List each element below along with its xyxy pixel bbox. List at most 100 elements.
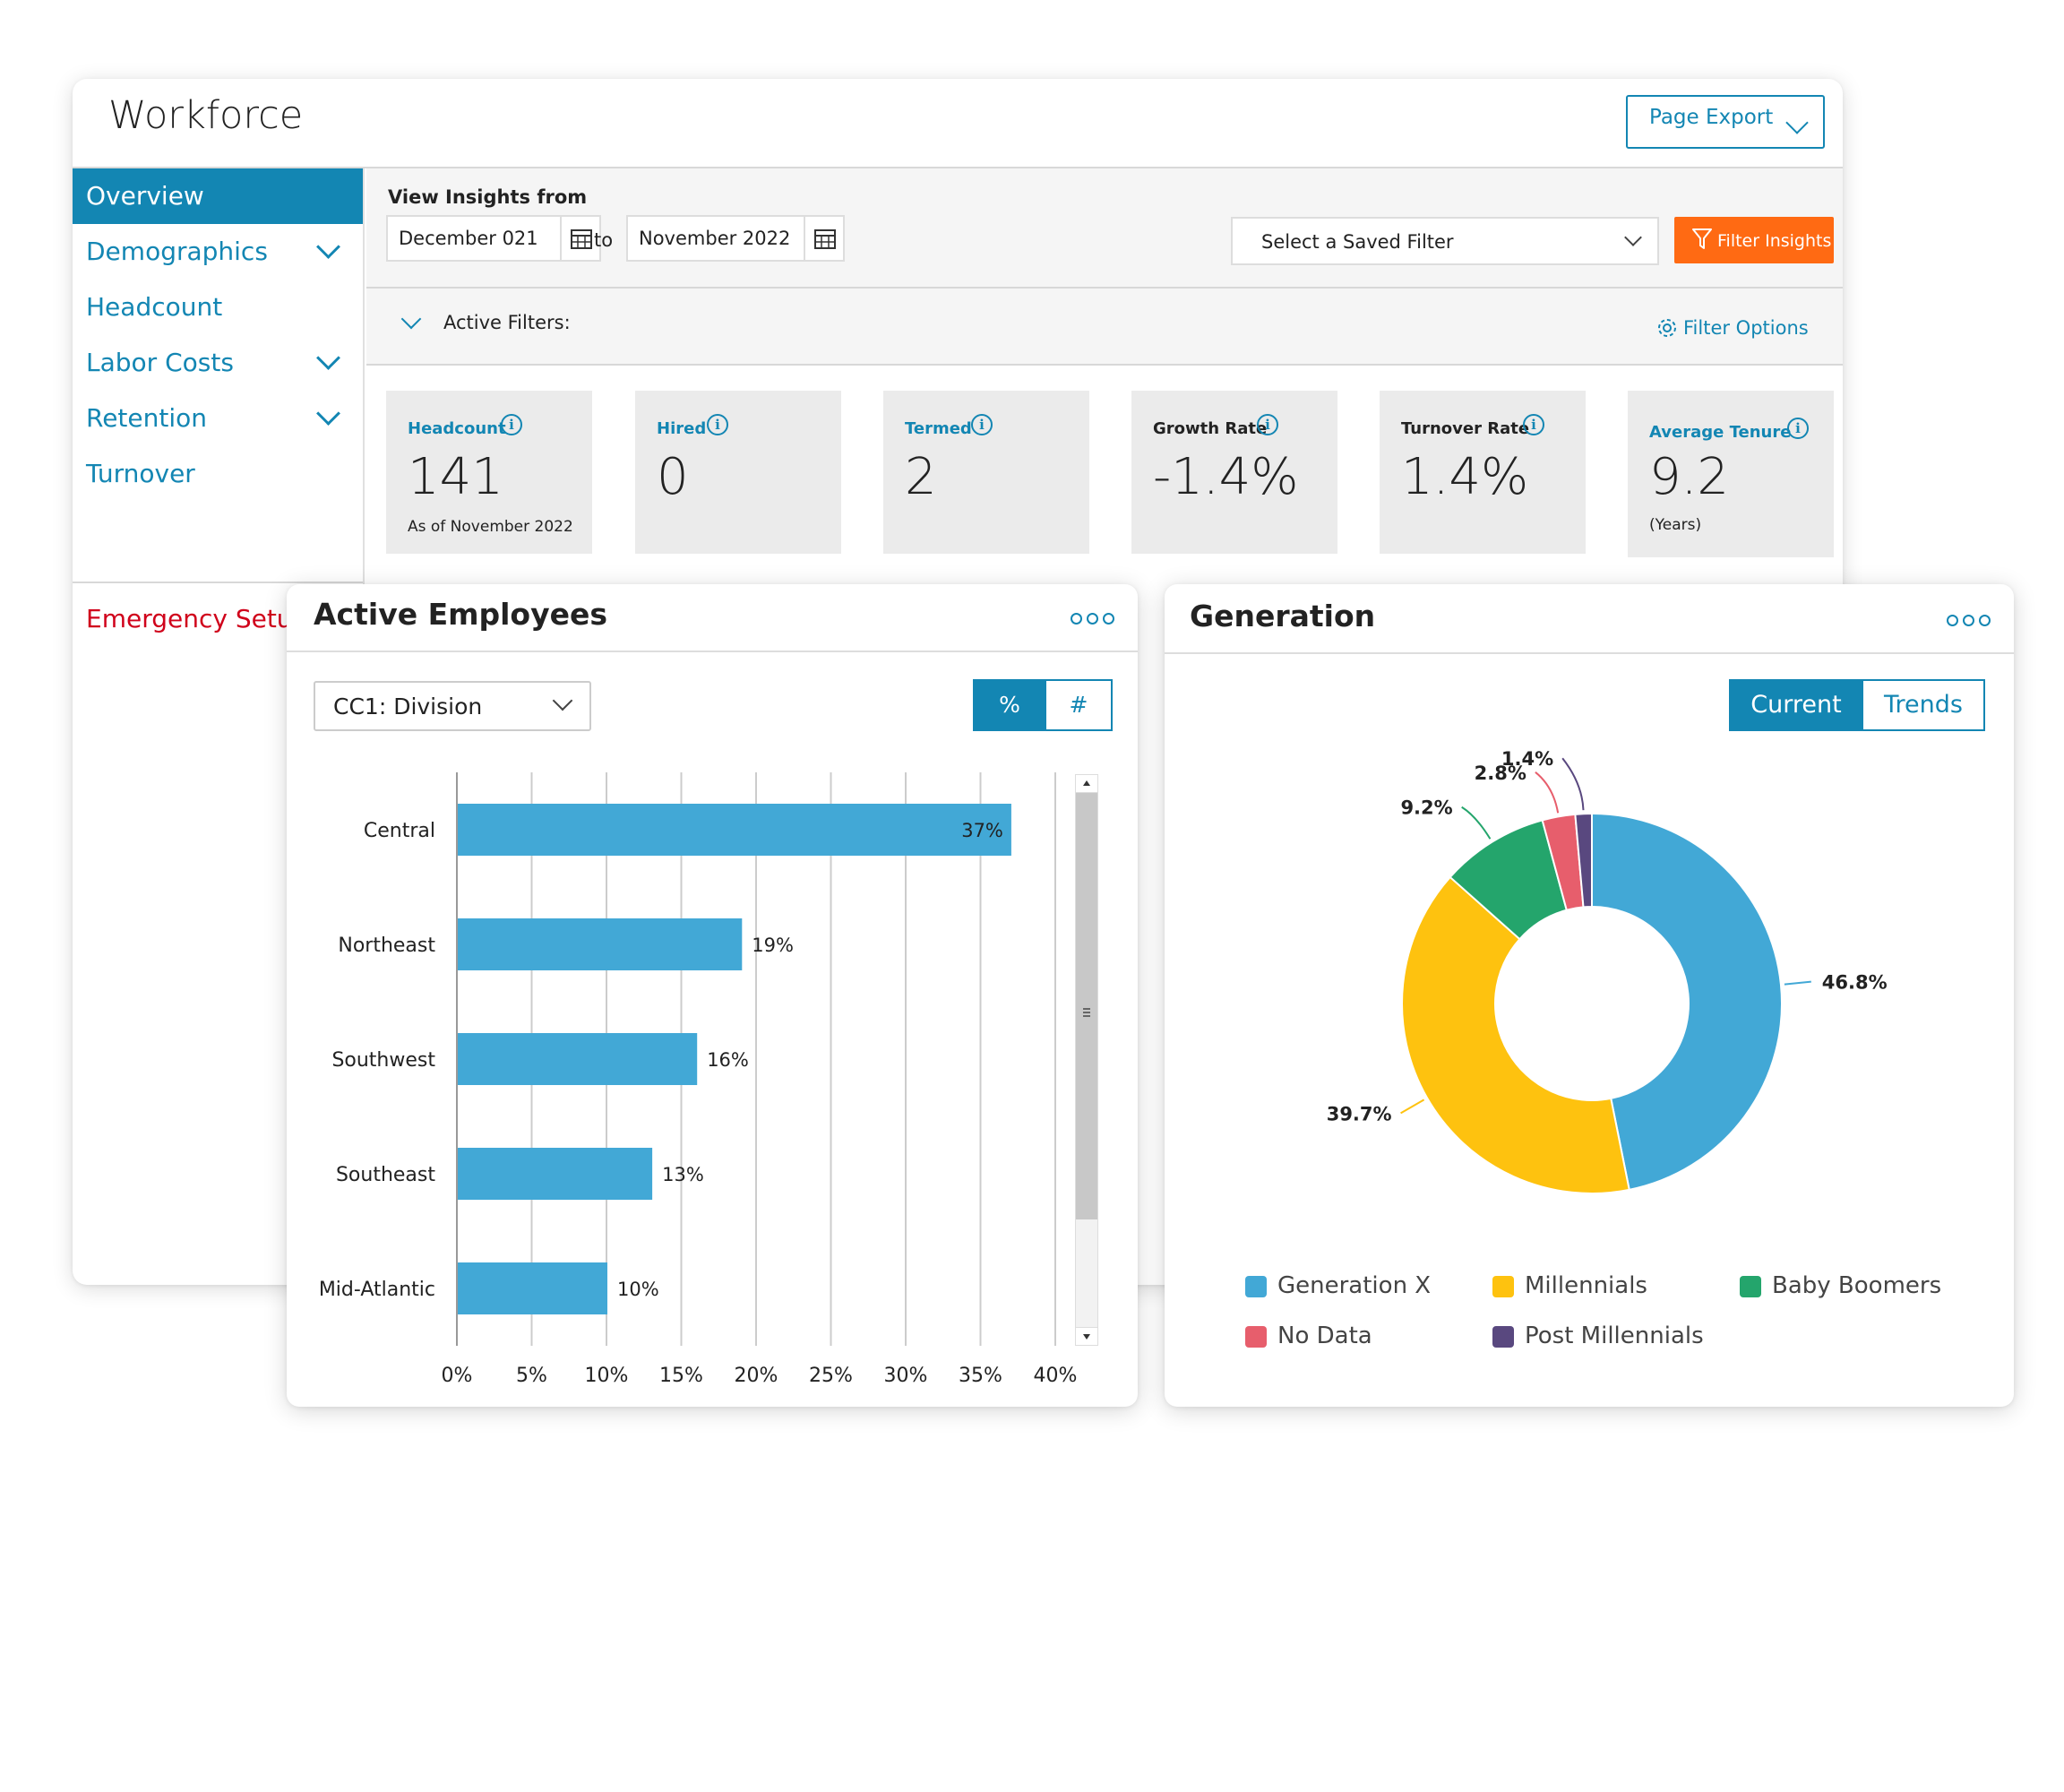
filter-insights-label: Filter Insights <box>1717 231 1832 251</box>
chevron-down-icon[interactable] <box>316 401 340 426</box>
filter-insights-button[interactable]: Filter Insights <box>1674 217 1834 263</box>
info-icon[interactable]: i <box>1787 418 1809 439</box>
sidebar-item-overview[interactable]: Overview <box>73 168 363 224</box>
legend-item[interactable]: Baby Boomers <box>1740 1272 1941 1299</box>
bar[interactable] <box>458 918 743 970</box>
kpi-value: 0 <box>657 448 689 506</box>
info-icon[interactable]: i <box>1257 414 1278 435</box>
chevron-down-icon[interactable] <box>316 235 340 259</box>
bar[interactable] <box>458 1148 653 1200</box>
sidebar-item-turnover[interactable]: Turnover <box>73 446 363 502</box>
legend-label: Post Millennials <box>1525 1322 1704 1349</box>
chevron-down-icon[interactable] <box>400 308 422 330</box>
card-title: Active Employees <box>314 597 608 632</box>
division-select[interactable]: CC1: Division <box>314 681 591 731</box>
count-toggle[interactable]: # <box>1045 679 1113 731</box>
kpi-label: Hired <box>657 419 707 438</box>
x-tick-label: 35% <box>959 1365 1002 1387</box>
sidebar-divider <box>73 582 363 583</box>
legend-label: No Data <box>1277 1322 1372 1349</box>
title-bar: Workforce Page Export <box>73 79 1843 168</box>
filter-options-link[interactable]: Filter Options <box>1658 317 1809 339</box>
x-tick-label: 15% <box>659 1365 703 1387</box>
chevron-down-icon[interactable] <box>316 346 340 370</box>
slice-label: 9.2% <box>1400 797 1452 819</box>
legend-swatch <box>1492 1326 1514 1348</box>
donut-slice[interactable] <box>1401 875 1630 1194</box>
legend-label: Millennials <box>1525 1272 1647 1299</box>
percent-toggle[interactable]: % <box>973 679 1046 731</box>
more-options-icon[interactable] <box>1066 613 1114 629</box>
info-icon[interactable]: i <box>501 414 522 435</box>
kpi-value: 2 <box>905 448 937 506</box>
gear-icon <box>1658 319 1676 337</box>
category-label: Northeast <box>338 935 435 957</box>
from-date-input[interactable]: December 021 <box>386 215 562 262</box>
sidebar-item-emergency-setup[interactable]: Emergency Setup <box>73 591 363 647</box>
kpi-value: 1.4% <box>1401 448 1529 506</box>
calendar-icon[interactable] <box>804 215 845 262</box>
more-options-icon[interactable] <box>1942 615 1991 631</box>
chevron-down-icon <box>1785 111 1809 134</box>
sidebar-item-label: Turnover <box>86 459 195 488</box>
saved-filter-select[interactable]: Select a Saved Filter <box>1231 217 1659 265</box>
page-export-dropdown[interactable]: Page Export <box>1626 95 1825 149</box>
info-icon[interactable]: i <box>707 414 728 435</box>
sidebar-item-demographics[interactable]: Demographics <box>73 224 363 280</box>
legend-swatch <box>1740 1276 1761 1297</box>
chart-scrollbar[interactable] <box>1075 774 1098 1346</box>
kpi-label: Turnover Rate <box>1401 419 1530 438</box>
data-label: 13% <box>662 1164 704 1185</box>
x-tick-label: 0% <box>442 1365 473 1387</box>
scroll-thumb[interactable] <box>1076 793 1097 1219</box>
bar[interactable] <box>458 1262 607 1314</box>
legend-item[interactable]: No Data <box>1245 1322 1372 1349</box>
legend-label: Generation X <box>1277 1272 1432 1299</box>
generation-card: Generation Current Trends 46.8% 39.7% 9.2%… <box>1165 584 2014 1407</box>
category-label: Mid-Atlantic <box>319 1279 435 1301</box>
to-label: to <box>594 229 614 251</box>
legend-swatch <box>1492 1276 1514 1297</box>
trends-toggle[interactable]: Trends <box>1862 679 1985 731</box>
leader-line <box>1535 771 1560 814</box>
legend-swatch <box>1245 1326 1267 1348</box>
kpi-label: Average Tenure <box>1649 423 1792 442</box>
to-date-input[interactable]: November 2022 <box>626 215 805 262</box>
legend-item[interactable]: Post Millennials <box>1492 1322 1704 1349</box>
x-tick-label: 40% <box>1034 1365 1078 1387</box>
division-select-value: CC1: Division <box>333 694 483 719</box>
legend-item[interactable]: Millennials <box>1492 1272 1647 1299</box>
donut-slice[interactable] <box>1574 812 1593 909</box>
scroll-down-arrow[interactable] <box>1076 1327 1097 1345</box>
current-toggle[interactable]: Current <box>1729 679 1863 731</box>
filter-bar: View Insights from December 021 to Novem… <box>366 168 1843 366</box>
calendar-icon[interactable] <box>560 215 601 262</box>
kpi-value: -1.4% <box>1153 448 1299 506</box>
bar[interactable] <box>458 804 1011 856</box>
kpi-subtext: As of November 2022 <box>408 518 573 536</box>
legend-swatch <box>1245 1276 1267 1297</box>
info-icon[interactable]: i <box>1523 414 1544 435</box>
slice-label: 39.7% <box>1327 1103 1392 1124</box>
donut-slice[interactable] <box>1591 812 1783 1192</box>
bar[interactable] <box>458 1033 698 1085</box>
kpi-card-hired: Hired i 0 <box>635 391 841 554</box>
leader-line <box>1400 1098 1425 1115</box>
sidebar-item-retention[interactable]: Retention <box>73 391 363 446</box>
info-icon[interactable]: i <box>971 414 993 435</box>
page-title: Workforce <box>108 93 304 138</box>
data-label: 10% <box>617 1279 659 1300</box>
scroll-up-arrow[interactable] <box>1076 775 1097 793</box>
active-employees-card: Active Employees CC1: Division % # 0% 5% 1… <box>287 584 1138 1407</box>
sidebar-item-labor-costs[interactable]: Labor Costs <box>73 335 363 391</box>
chevron-down-icon <box>1624 228 1642 246</box>
kpi-label: Headcount <box>408 419 506 438</box>
sidebar-item-headcount[interactable]: Headcount <box>73 280 363 335</box>
sidebar-item-label: Demographics <box>86 237 268 266</box>
sidebar-item-label: Headcount <box>86 292 223 322</box>
kpi-card-turnover-rate: Turnover Rate i 1.4% <box>1380 391 1586 554</box>
legend-item[interactable]: Generation X <box>1245 1272 1432 1299</box>
x-tick-label: 25% <box>809 1365 853 1387</box>
category-label: Southeast <box>336 1164 435 1186</box>
kpi-card-termed: Termed i 2 <box>883 391 1089 554</box>
